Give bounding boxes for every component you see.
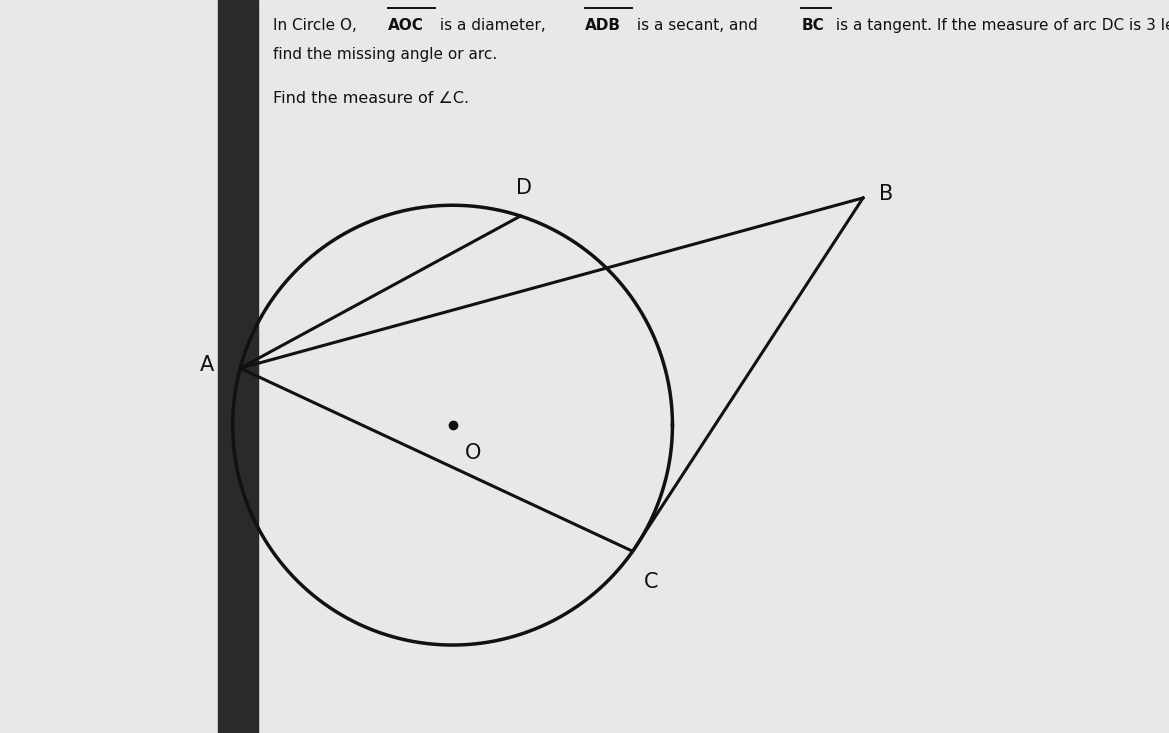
- Bar: [217, 0, 258, 733]
- Text: is a secant, and: is a secant, and: [631, 18, 762, 33]
- Text: O: O: [465, 443, 482, 463]
- Text: D: D: [517, 178, 532, 198]
- Text: ADB: ADB: [584, 18, 621, 33]
- Text: A: A: [200, 355, 214, 375]
- Text: BC: BC: [802, 18, 824, 33]
- Text: AOC: AOC: [388, 18, 424, 33]
- Text: is a tangent. If the measure of arc DC is 3 less than twice the measure of arc A: is a tangent. If the measure of arc DC i…: [831, 18, 1169, 33]
- Text: C: C: [644, 572, 658, 592]
- Text: In Circle O,: In Circle O,: [274, 18, 361, 33]
- Text: Find the measure of ∠C.: Find the measure of ∠C.: [274, 92, 469, 106]
- Text: is a diameter,: is a diameter,: [435, 18, 551, 33]
- Text: B: B: [879, 184, 893, 205]
- Text: find the missing angle or arc.: find the missing angle or arc.: [274, 48, 497, 62]
